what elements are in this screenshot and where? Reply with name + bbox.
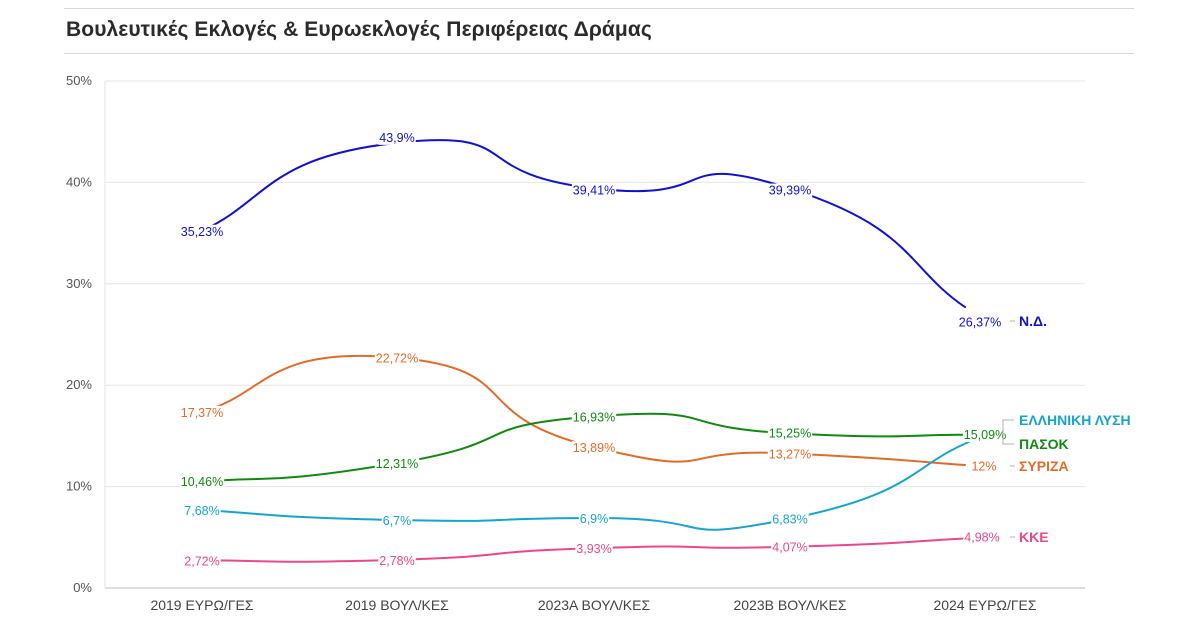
data-label-bg [179, 405, 225, 420]
x-tick-label: 2024 ΕΥΡΩ/ΓΕΣ [933, 597, 1036, 613]
data-label-bg [767, 447, 813, 462]
y-tick-label: 40% [66, 174, 92, 189]
y-tick-label: 0% [73, 580, 92, 595]
series-label-ελληνικη-λυση: ΕΛΛΗΝΙΚΗ ΛΥΣΗ [1019, 412, 1131, 428]
data-label-bg [767, 183, 813, 198]
data-label-bg [767, 426, 813, 441]
data-label-ν-δ: 43,9% [379, 131, 414, 145]
data-label-bg [571, 441, 617, 456]
data-label-bg [963, 530, 1001, 545]
data-label-bg [183, 504, 221, 519]
series-label-πασοκ: ΠΑΣΟΚ [1019, 436, 1069, 452]
data-label-bg [374, 351, 420, 366]
data-label-κκε: 2,78% [379, 554, 414, 568]
data-label-συριζα: 13,27% [769, 447, 811, 461]
data-label-bg [179, 224, 225, 239]
chart-title: Βουλευτικές Εκλογές & Ευρωεκλογές Περιφέ… [66, 18, 652, 41]
data-label-bg [179, 474, 225, 489]
data-label-συριζα: 12% [971, 459, 996, 473]
data-label-συριζα: 22,72% [376, 352, 418, 366]
data-label-κκε: 4,07% [772, 541, 807, 555]
data-label-bg [378, 130, 416, 145]
y-tick-label: 10% [66, 479, 92, 494]
data-labels: 35,23% 43,9% 39,41% 39,39% 26,37% 17,37% 22,72… [179, 130, 1008, 569]
data-label-πασοκ: 15,09% [964, 428, 1006, 442]
data-label-πασοκ: 12,31% [376, 457, 418, 471]
data-label-ν-δ: 35,23% [181, 225, 223, 239]
data-label-ελληνικη-λυση: 6,83% [772, 513, 807, 527]
y-axis: 0% 10% 20% 30% 40% 50% [66, 73, 92, 595]
data-label-bg [571, 410, 617, 425]
series-label-κκε: ΚΚΕ [1019, 529, 1049, 545]
data-label-bg [381, 514, 413, 529]
series-layer [201, 139, 970, 563]
title-divider [64, 53, 1134, 54]
connector-line [1002, 419, 1014, 433]
data-label-bg [378, 553, 416, 568]
data-label-bg [771, 512, 809, 527]
x-tick-label: 2019 ΒΟΥΛ/ΚΕΣ [345, 597, 449, 613]
data-label-bg [962, 427, 1008, 442]
series-label-συριζα: ΣΥΡΙΖΑ [1019, 458, 1069, 474]
series-line-ν-δ [201, 139, 966, 309]
x-tick-label: 2019 ΕΥΡΩ/ΓΕΣ [150, 597, 253, 613]
data-label-bg [771, 540, 809, 555]
data-label-πασοκ: 15,25% [769, 426, 811, 440]
data-label-ν-δ: 39,41% [573, 183, 615, 197]
data-label-bg [957, 315, 1003, 330]
y-tick-label: 50% [66, 73, 92, 88]
x-tick-label: 2023Α ΒΟΥΛ/ΚΕΣ [538, 597, 651, 613]
data-label-ελληνικη-λυση: 6,9% [580, 512, 609, 526]
data-label-συριζα: 17,37% [181, 406, 223, 420]
data-label-ελληνικη-λυση: 6,7% [383, 514, 412, 528]
data-label-bg [183, 554, 221, 569]
top-divider [64, 8, 1134, 9]
data-label-ν-δ: 39,39% [769, 184, 811, 198]
series-label-ν-δ: Ν.Δ. [1019, 313, 1047, 329]
data-label-ν-δ: 26,37% [959, 316, 1001, 330]
data-label-ελληνικη-λυση: 7,68% [184, 504, 219, 518]
grid-lines [104, 80, 1085, 589]
x-axis: 2019 ΕΥΡΩ/ΓΕΣ 2019 ΒΟΥΛ/ΚΕΣ 2023Α ΒΟΥΛ/ΚΕΣ… [150, 597, 1036, 613]
y-tick-label: 30% [66, 276, 92, 291]
data-label-bg [374, 457, 420, 472]
data-label-κκε: 4,98% [964, 531, 999, 545]
data-label-bg [970, 459, 998, 474]
connector-line [1002, 432, 1014, 445]
x-tick-label: 2023Β ΒΟΥΛ/ΚΕΣ [733, 597, 846, 613]
data-label-κκε: 3,93% [576, 542, 611, 556]
data-label-bg [571, 183, 617, 198]
data-label-bg [578, 512, 610, 527]
data-label-συριζα: 13,89% [573, 441, 615, 455]
data-label-bg [575, 542, 613, 557]
y-tick-label: 20% [66, 377, 92, 392]
data-label-πασοκ: 16,93% [573, 410, 615, 424]
data-label-κκε: 2,72% [184, 554, 219, 568]
series-labels: Ν.Δ. ΣΥΡΙΖΑ ΠΑΣΟΚ ΕΛΛΗΝΙΚΗ ΛΥΣΗ ΚΚΕ [1002, 313, 1131, 545]
data-label-πασοκ: 10,46% [181, 475, 223, 489]
